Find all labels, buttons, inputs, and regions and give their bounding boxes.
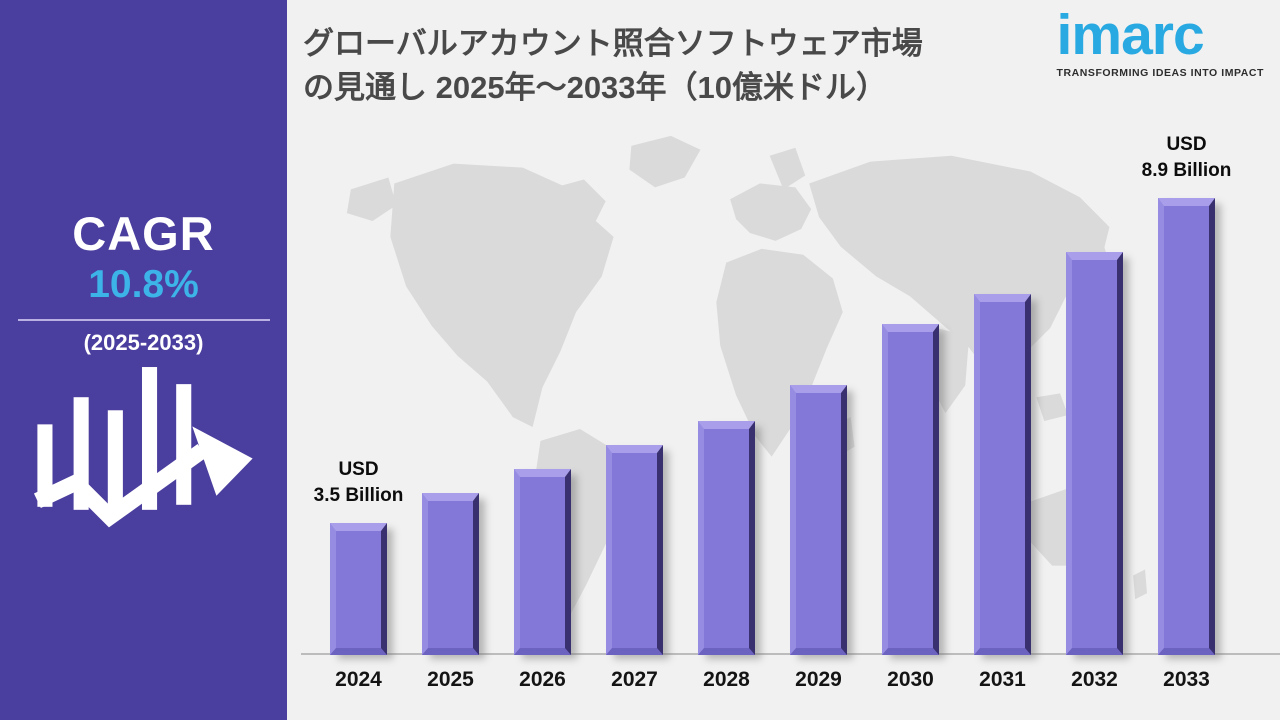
chart-bars: USD 3.5 Billion USD 8.9 Billion <box>314 123 1231 655</box>
sidebar: CAGR 10.8% (2025-2033) <box>0 0 287 720</box>
year-label-2024: 2024 <box>335 668 382 691</box>
year-label-2028: 2028 <box>703 668 750 691</box>
bar-value-label-2024: USD 3.5 Billion <box>313 458 404 507</box>
year-label-2029: 2029 <box>795 668 842 691</box>
bar-column-2033: USD 8.9 Billion <box>1142 123 1231 655</box>
bar-column-2024: USD 3.5 Billion <box>314 123 403 655</box>
year-label-2027: 2027 <box>611 668 658 691</box>
bar-2032 <box>1066 252 1123 655</box>
bar-column-2032 <box>1066 123 1123 655</box>
bar-column-2026 <box>514 123 571 655</box>
chart-panel: グローバルアカウント照合ソフトウェア市場 の見通し 2025年〜2033年（10… <box>287 0 1280 720</box>
year-label-2026: 2026 <box>519 668 566 691</box>
page-title-line1: グローバルアカウント照合ソフトウェア市場 <box>303 26 923 61</box>
bar-2033 <box>1158 198 1215 655</box>
bar-2031 <box>974 294 1031 655</box>
bar-2024 <box>330 523 387 655</box>
bar-column-2031 <box>974 123 1031 655</box>
cagr-block: CAGR 10.8% (2025-2033) <box>0 208 287 356</box>
bar-column-2027 <box>606 123 663 655</box>
bar-2026 <box>514 469 571 655</box>
year-label-2031: 2031 <box>979 668 1026 691</box>
year-label-2025: 2025 <box>427 668 474 691</box>
x-axis-labels: 2024 2025 2026 2027 2028 2029 2030 2031 2032 2033 <box>330 668 1215 692</box>
cagr-value: 10.8% <box>88 262 199 306</box>
bar-value-label-2033: USD 8.9 Billion <box>1141 133 1232 182</box>
bar-2027 <box>606 445 663 655</box>
growth-chart-arrow-icon <box>33 362 255 543</box>
bar-column-2025 <box>422 123 479 655</box>
bar-column-2028 <box>698 123 755 655</box>
imarc-logo: imarc TRANSFORMING IDEAS INTO IMPACT <box>1056 3 1264 79</box>
year-label-2030: 2030 <box>887 668 934 691</box>
cagr-period: (2025-2033) <box>83 329 204 355</box>
imarc-logo-wordmark: imarc <box>1056 3 1205 67</box>
bar-2030 <box>882 324 939 655</box>
bar-2025 <box>422 493 479 655</box>
bar-column-2029 <box>790 123 847 655</box>
page-title-line2: の見通し 2025年〜2033年（10億米ドル） <box>303 70 888 106</box>
imarc-logo-tagline: TRANSFORMING IDEAS INTO IMPACT <box>1056 66 1264 79</box>
page-title: グローバルアカウント照合ソフトウェア市場 の見通し 2025年〜2033年（10… <box>303 22 923 110</box>
cagr-label: CAGR <box>72 207 215 260</box>
bar-column-2030 <box>882 123 939 655</box>
cagr-divider <box>17 318 270 321</box>
bar-2029 <box>790 385 847 655</box>
bar-2028 <box>698 421 755 655</box>
year-label-2033: 2033 <box>1163 668 1210 691</box>
year-label-2032: 2032 <box>1071 668 1118 691</box>
